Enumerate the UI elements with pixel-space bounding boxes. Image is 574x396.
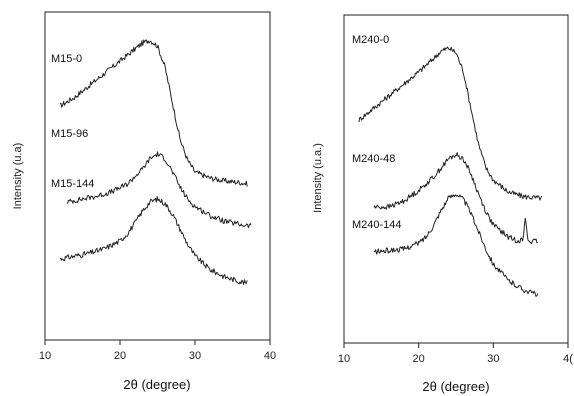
x-ticks: 10 20 30 4(	[338, 343, 573, 365]
series-label-m15-144: M15-144	[51, 178, 94, 190]
series-label-m240-144: M240-144	[352, 219, 402, 231]
x-tick-label: 30	[487, 353, 499, 365]
y-axis-label: Intensity (u.a.)	[312, 143, 324, 213]
series-label-m15-96: M15-96	[51, 128, 88, 140]
x-ticks: 10 20 30 40	[39, 340, 276, 362]
series-group: M240-0 M240-48 M240-144	[352, 34, 543, 297]
series-label-m240-48: M240-48	[352, 153, 395, 165]
x-tick-label: 40	[264, 350, 276, 362]
series-label-m15-0: M15-0	[51, 53, 82, 65]
plot-frame	[343, 14, 569, 344]
series-line-m15-144	[59, 196, 248, 285]
series-line-m15-96	[67, 151, 252, 229]
series-line-m240-48	[373, 152, 538, 244]
x-tick-label: 10	[39, 350, 51, 362]
x-axis-label: 2θ (degree)	[422, 379, 489, 394]
series-line-m240-0	[358, 46, 543, 201]
x-axis-label: 2θ (degree)	[123, 377, 190, 392]
series-line-m240-144	[373, 194, 539, 297]
series-group: M15-0 M15-96 M15-144	[51, 39, 252, 285]
series-label-m240-0: M240-0	[352, 34, 389, 46]
panel-right: Intensity (u.a.) 2θ (degree) 10 20 30 4( M2…	[312, 14, 573, 394]
x-tick-label: 30	[189, 350, 201, 362]
series-line-m15-0	[59, 39, 248, 187]
x-tick-label: 4(	[563, 353, 573, 365]
panel-left: Intensity (u.a) 2θ (degree) 10 20 30 40 M15…	[12, 11, 276, 392]
plot-frame	[44, 11, 271, 341]
x-tick-label: 20	[413, 353, 425, 365]
x-tick-label: 10	[338, 353, 350, 365]
y-axis-label: Intensity (u.a)	[12, 143, 24, 210]
x-tick-label: 20	[114, 350, 126, 362]
